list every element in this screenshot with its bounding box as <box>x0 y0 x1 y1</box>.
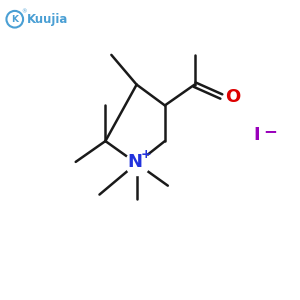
Text: Kuujia: Kuujia <box>27 13 69 26</box>
Text: K: K <box>11 15 18 24</box>
Text: +: + <box>140 148 151 161</box>
Text: ®: ® <box>21 9 26 14</box>
Text: O: O <box>225 88 240 106</box>
Text: I: I <box>254 126 260 144</box>
Text: N: N <box>128 153 142 171</box>
Text: −: − <box>263 122 277 140</box>
Point <box>134 161 139 166</box>
